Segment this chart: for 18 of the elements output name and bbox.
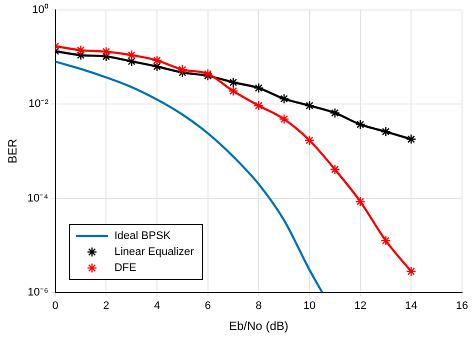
x-tick-label: 10: [303, 300, 316, 312]
x-tick-label: 4: [154, 300, 160, 312]
y-tick-label: 10⁻²: [28, 98, 49, 110]
x-tick-label: 16: [456, 300, 468, 312]
legend-label: Ideal BPSK: [114, 230, 171, 242]
x-tick-label: 14: [405, 300, 418, 312]
y-axis-title: BER: [6, 138, 20, 164]
x-tick-label: 0: [52, 300, 58, 312]
x-tick-label: 8: [256, 300, 262, 312]
x-tick-label: 6: [204, 300, 211, 312]
x-axis-title: Eb/No (dB): [229, 319, 288, 334]
legend-label: Linear Equalizer: [114, 246, 194, 258]
x-tick-label: 2: [103, 300, 110, 312]
legend-label: DFE: [114, 262, 136, 274]
y-tick-label: 10⁰: [32, 3, 48, 16]
y-tick-label: 10⁻⁴: [27, 192, 49, 204]
x-tick-label: 12: [354, 300, 366, 312]
y-tick-label: 10⁻⁶: [28, 286, 48, 298]
